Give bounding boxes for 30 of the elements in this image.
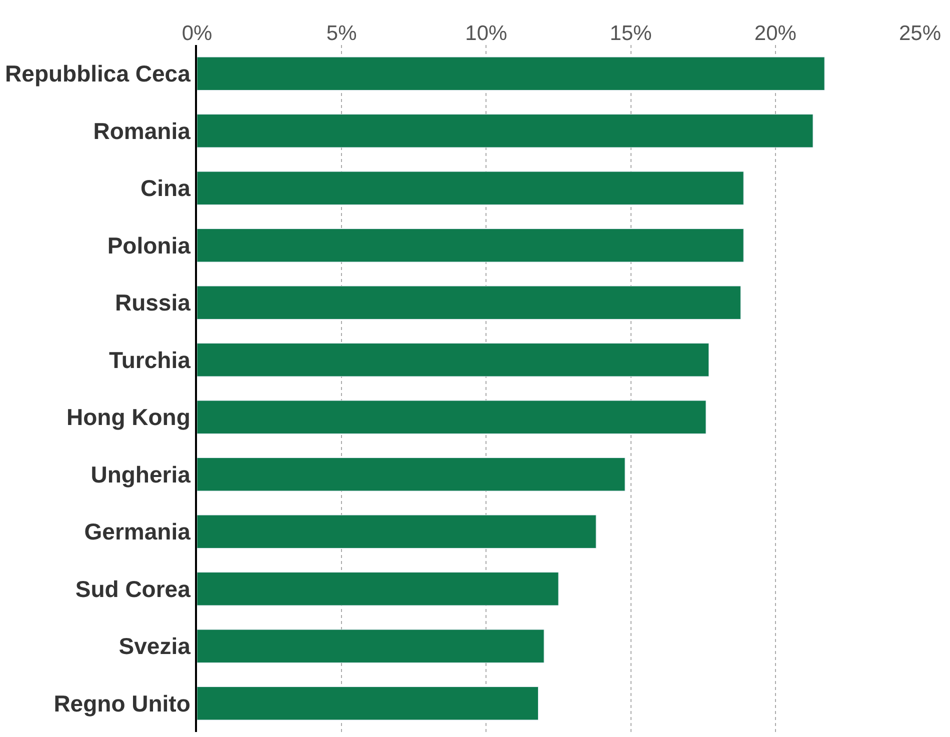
bar	[197, 228, 744, 262]
y-tick-label: Romania	[93, 118, 191, 144]
bar	[197, 114, 814, 148]
y-tick-label: Regno Unito	[54, 690, 190, 716]
x-tick-label: 15%	[610, 22, 652, 45]
y-tick-label: Repubblica Ceca	[5, 60, 191, 87]
y-tick-label: Svezia	[118, 633, 191, 660]
y-tick-label: Cina	[140, 175, 191, 202]
y-tick-label: Ungheria	[90, 461, 191, 488]
bar	[197, 171, 744, 205]
bar	[197, 514, 596, 548]
y-tick-label: Sud Corea	[75, 576, 191, 602]
y-tick-label: Russia	[114, 290, 191, 316]
bar	[197, 686, 539, 720]
bar	[197, 458, 626, 492]
bar	[197, 629, 544, 663]
x-tick-label: 20%	[754, 22, 796, 45]
x-tick-label: 25%	[898, 22, 942, 45]
bar	[197, 286, 741, 320]
bar	[197, 56, 825, 90]
bar	[197, 572, 559, 606]
bar	[197, 343, 710, 377]
x-tick-label: 10%	[465, 22, 508, 45]
y-tick-label: Polonia	[107, 232, 191, 258]
bar	[197, 400, 706, 434]
y-tick-label: Turchia	[109, 346, 191, 373]
x-tick-label: 5%	[326, 22, 357, 45]
x-tick-label: 0%	[182, 22, 212, 45]
y-tick-label: Hong Kong	[66, 404, 190, 430]
y-tick-label: Germania	[84, 518, 191, 545]
